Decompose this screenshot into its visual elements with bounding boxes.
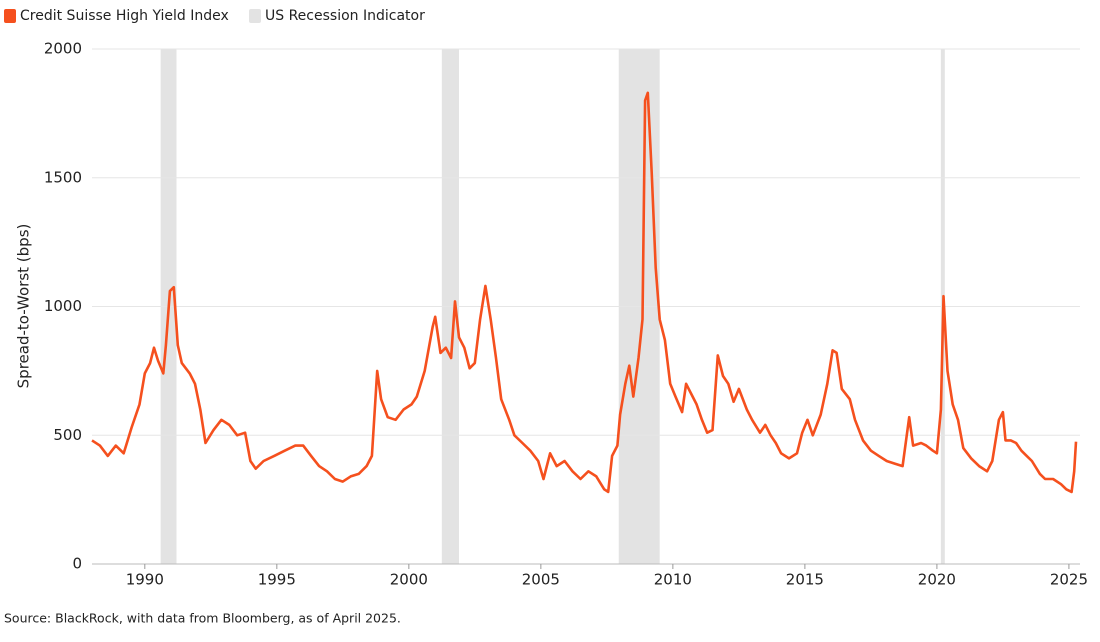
x-tick-label: 2020 bbox=[918, 571, 956, 589]
y-axis-label: Spread-to-Worst (bps) bbox=[15, 224, 33, 389]
x-tick-label: 2015 bbox=[786, 571, 824, 589]
x-tick-label: 2005 bbox=[522, 571, 560, 589]
x-tick-label: 1995 bbox=[258, 571, 296, 589]
x-tick-label: 2000 bbox=[390, 571, 428, 589]
legend-swatch bbox=[4, 9, 16, 23]
x-tick-label: 1990 bbox=[126, 571, 164, 589]
series-line bbox=[91, 91, 1078, 494]
y-tick-label: 1000 bbox=[44, 297, 82, 315]
legend-label: Credit Suisse High Yield Index bbox=[20, 8, 229, 24]
source-note: Source: BlackRock, with data from Bloomb… bbox=[4, 611, 401, 626]
legend-swatch bbox=[249, 9, 261, 23]
y-tick-label: 2000 bbox=[44, 40, 82, 58]
y-tick-label: 500 bbox=[53, 426, 82, 444]
x-tick-label: 2025 bbox=[1050, 571, 1088, 589]
y-tick-label: 0 bbox=[72, 555, 82, 573]
y-tick-label: 1500 bbox=[44, 168, 82, 186]
legend-label: US Recession Indicator bbox=[265, 8, 425, 24]
x-tick-label: 2010 bbox=[654, 571, 692, 589]
